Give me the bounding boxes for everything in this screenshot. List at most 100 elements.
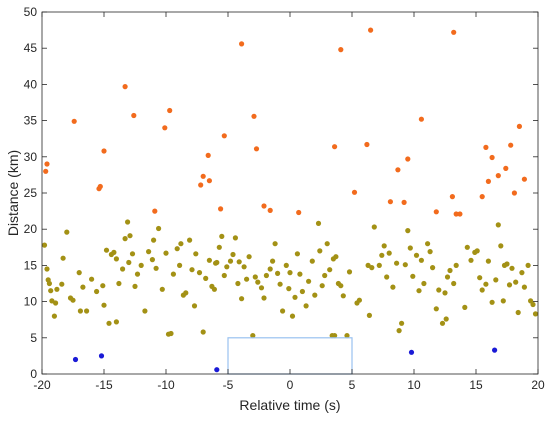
data-point (485, 178, 491, 184)
data-point (303, 303, 309, 309)
data-point (457, 211, 463, 217)
data-point (425, 241, 431, 247)
data-point (149, 257, 155, 263)
data-point (213, 260, 219, 266)
data-point (101, 302, 107, 308)
data-point (384, 274, 390, 280)
data-point (227, 258, 234, 264)
data-point (253, 146, 260, 152)
data-point (224, 264, 230, 270)
data-point (513, 279, 519, 285)
data-point (418, 257, 424, 263)
data-point (474, 248, 480, 254)
data-point (101, 148, 107, 154)
y-tick-label: 20 (24, 222, 38, 236)
data-point (289, 313, 296, 319)
data-point (106, 320, 112, 326)
data-point (390, 284, 396, 290)
data-point (317, 248, 323, 254)
data-point (515, 309, 521, 316)
data-point (344, 333, 350, 339)
data-point (309, 258, 315, 264)
data-point (338, 47, 344, 53)
y-tick-label: 45 (24, 41, 38, 55)
data-point (170, 271, 176, 277)
x-axis-label: Relative time (s) (239, 397, 340, 413)
data-point (340, 293, 346, 299)
data-point (275, 270, 281, 276)
data-point (44, 161, 50, 167)
data-point (162, 125, 168, 131)
data-point (41, 242, 48, 248)
data-point (255, 279, 261, 285)
data-point (203, 275, 209, 281)
data-point (178, 241, 184, 247)
data-point (232, 235, 238, 241)
data-point (77, 308, 83, 314)
data-point (44, 266, 50, 272)
data-point (261, 203, 267, 209)
data-point (196, 270, 203, 276)
data-point (59, 281, 65, 287)
data-point (492, 347, 498, 353)
data-point (299, 288, 305, 295)
data-point (236, 259, 242, 265)
x-tick-label: -5 (223, 378, 234, 392)
data-point (206, 257, 212, 263)
data-point (498, 243, 504, 249)
data-point (189, 267, 195, 273)
data-point (421, 280, 427, 287)
data-point (418, 116, 424, 122)
data-point (146, 249, 152, 255)
y-tick-label: 35 (24, 114, 38, 128)
x-tick-label: 5 (349, 378, 356, 392)
y-tick-label: 15 (24, 258, 38, 272)
data-point (168, 330, 174, 337)
data-point (200, 173, 206, 179)
data-point (221, 133, 227, 139)
data-point (479, 287, 485, 293)
data-point (98, 353, 105, 359)
data-point (84, 308, 90, 314)
data-point (113, 319, 119, 325)
data-point (152, 208, 158, 214)
x-tick-label: -20 (33, 378, 51, 392)
data-point (216, 244, 222, 250)
data-point (244, 276, 250, 282)
data-point (468, 257, 474, 263)
y-tick-label: 10 (24, 295, 38, 309)
data-point (519, 270, 525, 276)
data-point (113, 256, 119, 262)
data-point (346, 269, 353, 275)
data-point (394, 260, 400, 266)
data-point (495, 222, 501, 228)
data-point (251, 113, 257, 119)
data-point (129, 251, 136, 257)
data-point (191, 303, 198, 309)
data-point (122, 236, 128, 242)
y-tick-label: 25 (24, 186, 38, 200)
x-tick-label: 15 (469, 378, 483, 392)
data-point (97, 183, 103, 190)
data-point (142, 308, 148, 314)
data-point (433, 209, 439, 215)
data-point (272, 241, 278, 247)
data-point (439, 320, 446, 326)
data-point (134, 271, 141, 277)
data-point (396, 328, 402, 334)
data-point (292, 294, 298, 300)
data-point (54, 286, 60, 292)
data-point (94, 288, 100, 295)
data-point (70, 297, 76, 303)
data-point (506, 282, 513, 288)
plot-area (42, 12, 538, 374)
data-point (174, 246, 180, 252)
x-tick-label: 10 (407, 378, 421, 392)
data-point (277, 281, 283, 287)
data-point (387, 199, 393, 205)
data-point (267, 207, 273, 213)
data-point (511, 190, 517, 196)
data-point (433, 306, 439, 312)
data-point (485, 258, 491, 264)
